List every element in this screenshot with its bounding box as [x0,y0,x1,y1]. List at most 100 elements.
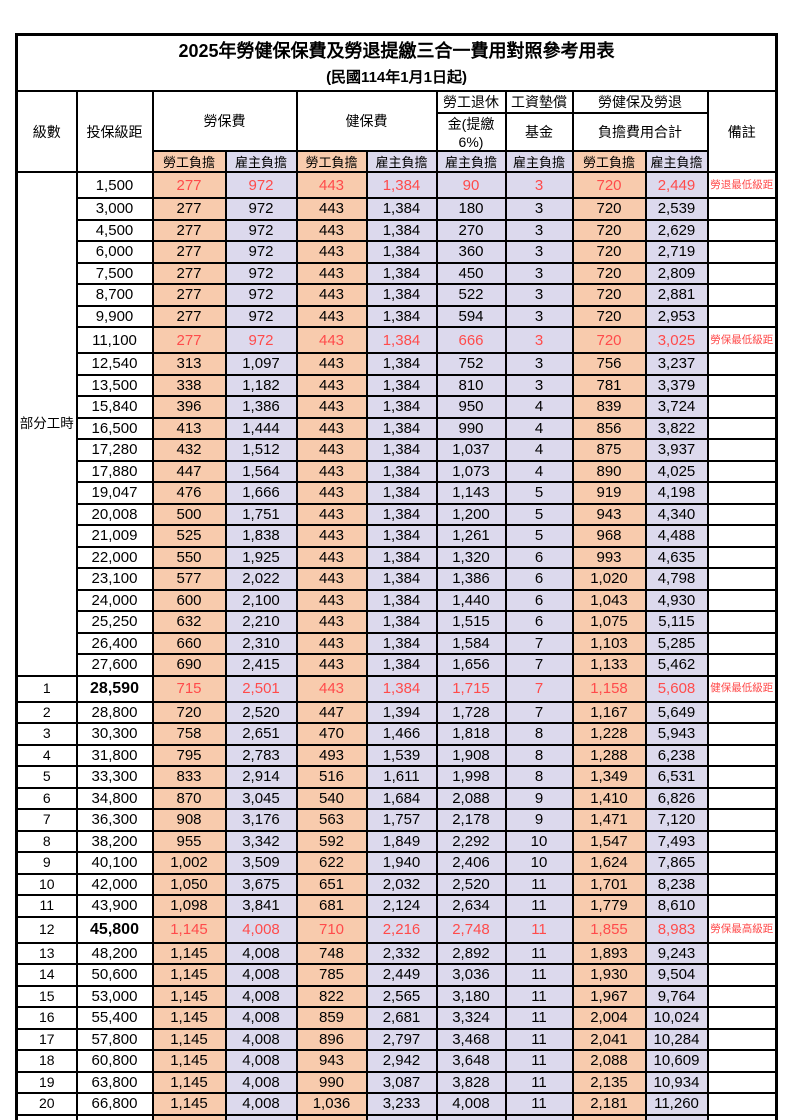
bracket-cell: 60,800 [75,1049,154,1073]
health-employee-cell: 681 [295,894,368,918]
health-employer-cell: 1,384 [365,283,438,307]
table-row: 4 31,800 795 2,783 493 1,539 1,908 8 1,288 6,238 [15,743,778,767]
total-employer-cell: 9,243 [644,941,709,965]
pension-employer-cell: 1,261 [435,524,507,548]
total-employer-cell: 2,539 [644,197,709,221]
table-row: 2169,8001,1454,0081,0833,3784,188112,228… [15,1113,778,1120]
table-row: 10 42,000 1,050 3,675 651 2,032 2,520 11 1,701 8,… [15,872,778,896]
table-row: 2 28,800 720 2,520 447 1,394 1,728 7 1,167 5,649 [15,700,778,724]
remark-cell [706,700,778,724]
table-row: 17,280 432 1,512 443 1,384 1,037 4 875 3,937 [17,438,778,462]
pension-employer-cell: 1,200 [435,502,507,526]
labor-employee-cell: 413 [151,416,227,440]
total-employee-cell: 1,043 [571,588,647,612]
remark-cell [706,545,778,569]
pension-employer-cell: 3,036 [435,963,507,987]
table-row: 11 43,900 1,098 3,841 681 2,124 2,634 11 1,779 8,… [15,894,778,918]
total-employee-cell: 1,288 [571,743,647,767]
table-row: 6 34,800 870 3,045 540 1,684 2,088 9 1,410 6,826 [15,786,778,810]
labor-employer-cell: 1,097 [224,352,298,376]
bracket-cell: 6,000 [75,240,154,264]
health-employee-cell: 443 [295,416,368,440]
health-employer-cell: 3,233 [365,1092,438,1116]
total-employer-cell: 9,764 [644,984,709,1008]
bracket-cell: 55,400 [75,1006,154,1030]
subheader-wage-fund-employer: 雇主負擔 [504,150,574,173]
health-employer-cell: 1,539 [365,743,438,767]
labor-employee-cell: 1,145 [151,1027,227,1051]
total-employee-cell: 2,041 [571,1027,647,1051]
pension-employer-cell: 1,073 [435,459,507,483]
total-employer-cell: 3,379 [644,373,709,397]
labor-employee-cell: 447 [151,459,227,483]
labor-employee-cell: 795 [151,743,227,767]
health-employee-cell: 443 [295,653,368,677]
total-employee-cell: 720 [571,218,647,242]
bracket-cell: 42,000 [75,872,154,896]
wage-fund-employer-cell: 9 [504,786,574,810]
bracket-cell: 28,590 [75,674,154,703]
health-employer-cell: 1,849 [365,829,438,853]
pension-employer-cell: 1,584 [435,631,507,655]
table-row: 23,100 577 2,022 443 1,384 1,386 6 1,020 4,798 [17,567,778,591]
table-row: 5 33,300 833 2,914 516 1,611 1,998 8 1,349 6,531 [15,765,778,789]
total-employee-cell: 1,158 [571,674,647,703]
table-body: 部分工時 1,500 277 972 443 1,384 90 3 720 2,449 勞退最低級距… [15,171,778,1120]
level-cell: 15 [15,984,78,1008]
bracket-cell: 28,800 [75,700,154,724]
table-row: 24,000 600 2,100 443 1,384 1,440 6 1,043 4,930 [17,588,778,612]
level-cell: 16 [15,1006,78,1030]
total-employer-cell: 3,937 [644,438,709,462]
total-employer-cell: 2,719 [644,240,709,264]
total-employee-cell: 1,103 [571,631,647,655]
remark-cell [706,481,778,505]
labor-employer-cell: 972 [224,261,298,285]
total-employer-cell: 3,237 [644,352,709,376]
table-row: 20,008 500 1,751 443 1,384 1,200 5 943 4,340 [17,502,778,526]
health-employee-cell: 651 [295,872,368,896]
labor-employee-cell: 1,145 [151,1049,227,1073]
level-cell: 1 [15,674,78,703]
total-employee-cell: 875 [571,438,647,462]
remark-cell [706,416,778,440]
labor-employee-cell: 1,002 [151,851,227,875]
wage-fund-employer-cell: 10 [504,829,574,853]
level-cell: 19 [15,1070,78,1094]
pension-employer-cell: 950 [435,395,507,419]
wage-fund-employer-cell: 11 [504,872,574,896]
health-employee-cell: 1,083 [295,1113,368,1120]
labor-employee-cell: 313 [151,352,227,376]
health-employee-cell: 540 [295,786,368,810]
labor-employer-cell: 2,210 [224,610,298,634]
bracket-cell: 66,800 [75,1092,154,1116]
pension-employer-cell: 270 [435,218,507,242]
total-employee-cell: 919 [571,481,647,505]
remark-cell [706,872,778,896]
part-time-level-cell: 部分工時 [15,171,78,677]
remark-cell [706,588,778,612]
health-employee-cell: 470 [295,722,368,746]
health-employer-cell: 1,384 [365,416,438,440]
wage-fund-employer-cell: 11 [504,1027,574,1051]
total-employer-cell: 6,238 [644,743,709,767]
bracket-cell: 21,009 [75,524,154,548]
wage-fund-employer-cell: 7 [504,631,574,655]
remark-cell: 勞保最高級距 [706,915,778,944]
fee-reference-table: 2025年勞健保保費及勞退提繳三合一費用對照參考用表 (民國114年1月1日起)… [15,33,778,1120]
level-cell: 5 [15,765,78,789]
bracket-cell: 40,100 [75,851,154,875]
table-row: 27,600 690 2,415 443 1,384 1,656 7 1,133 5,462 [17,653,778,677]
total-employee-cell: 1,228 [571,722,647,746]
bracket-cell: 17,880 [75,459,154,483]
total-employee-cell: 781 [571,373,647,397]
labor-employee-cell: 432 [151,438,227,462]
wage-fund-employer-cell: 6 [504,588,574,612]
bracket-cell: 11,100 [75,326,154,354]
bracket-cell: 16,500 [75,416,154,440]
table-row: 13,500 338 1,182 443 1,384 810 3 781 3,379 [17,373,778,397]
health-employer-cell: 1,394 [365,700,438,724]
wage-fund-employer-cell: 11 [504,963,574,987]
health-employer-cell: 1,611 [365,765,438,789]
pension-employer-cell: 3,324 [435,1006,507,1030]
wage-fund-employer-cell: 3 [504,326,574,354]
